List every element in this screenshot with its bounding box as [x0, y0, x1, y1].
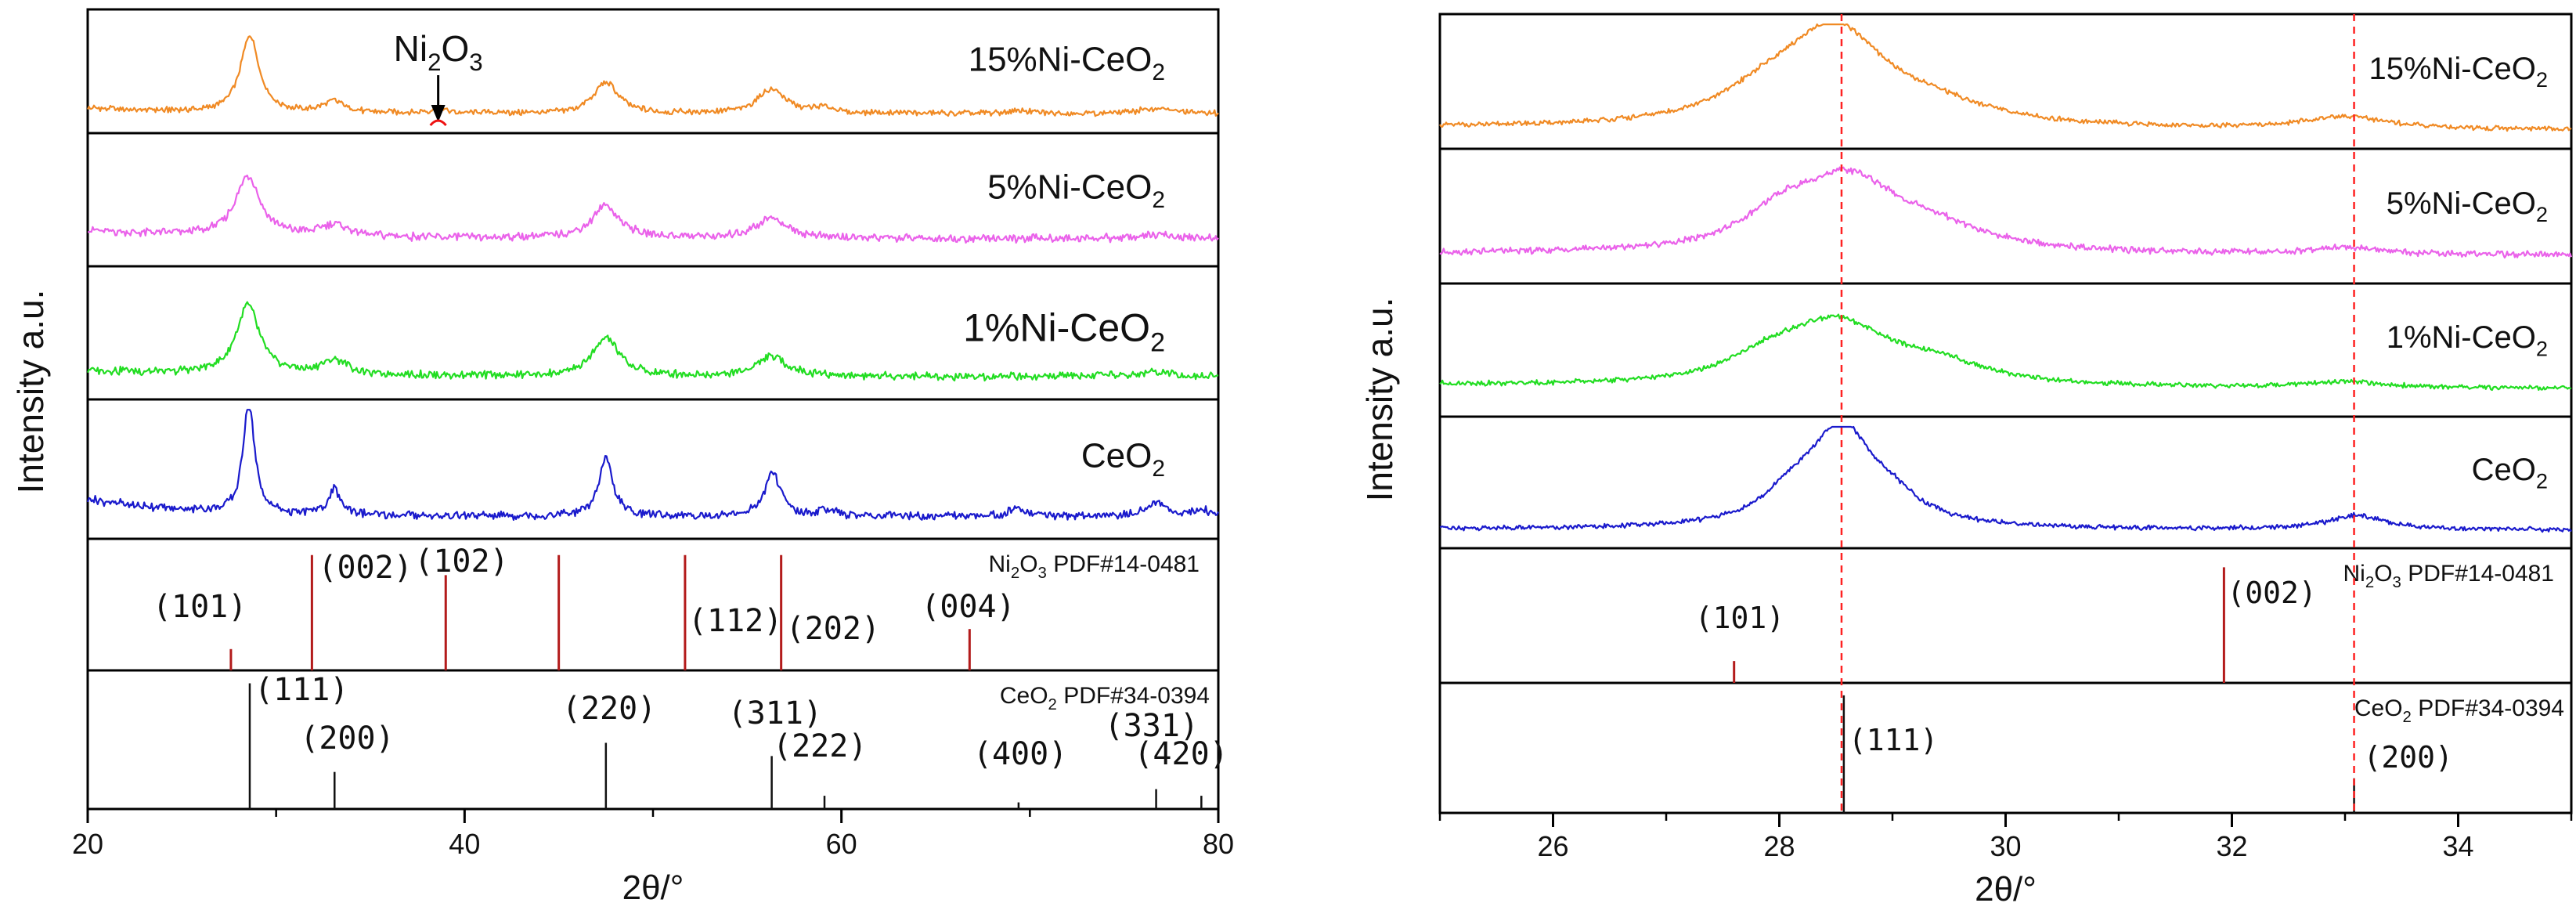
- right-spectrum-p15: [1439, 23, 2572, 132]
- left-series-label-ceo2: CeO2: [1081, 437, 1165, 482]
- left-ni2o3-hkl-label: (101): [153, 589, 247, 625]
- left-ceo2-hkl-label: (331): [1105, 708, 1199, 744]
- left-ceo2-hkl-label: (111): [254, 672, 348, 708]
- left-ni2o3-hkl-label: (002): [318, 550, 412, 586]
- right-tick-label: 34: [2442, 830, 2473, 862]
- right-tick-label: 30: [1990, 830, 2021, 862]
- left-tick-label: 40: [449, 828, 480, 860]
- ni2o3-annotation-label: Ni2O3: [394, 28, 483, 76]
- left-ceo2-hkl-label: (222): [773, 728, 867, 764]
- left-spectrum-p15: [86, 35, 1219, 117]
- left-series-label-p1: 1%Ni-CeO2: [963, 305, 1165, 357]
- left-series-label-p5: 5%Ni-CeO2: [987, 168, 1165, 212]
- right-ni2o3-hkl-label: (002): [2227, 576, 2316, 610]
- right-series-label-ceo2: CeO2: [2472, 453, 2548, 493]
- right-ni2o3-ref-label: Ni2O3 PDF#14-0481: [2343, 561, 2555, 591]
- right-spectrum-p1: [1439, 313, 2572, 392]
- right-ni2o3-hkl-label: (101): [1695, 601, 1784, 635]
- right-tick-label: 32: [2216, 830, 2247, 862]
- left-tick-label: 20: [72, 828, 103, 860]
- left-ni2o3-hkl-label: (004): [921, 589, 1015, 625]
- right-series-label-p1: 1%Ni-CeO2: [2387, 320, 2548, 360]
- left-ceo2-ref-label: CeO2 PDF#34-0394: [1000, 683, 1210, 713]
- right-spectrum-p5: [1439, 166, 2573, 259]
- right-tick-label: 28: [1763, 830, 1795, 862]
- left-ceo2-hkl-label: (420): [1134, 736, 1228, 772]
- right-spectrum-ceo2: [1439, 425, 2572, 533]
- left-ceo2-hkl-label: (400): [973, 736, 1067, 772]
- right-y-axis-title: Intensity a.u.: [1359, 298, 1400, 502]
- left-ni2o3-hkl-label: (112): [688, 603, 782, 639]
- left-ceo2-hkl-label: (200): [300, 721, 394, 757]
- ni2o3-annotation-arrowhead: [431, 105, 446, 122]
- left-ni2o3-ref-label: Ni2O3 PDF#14-0481: [989, 551, 1200, 582]
- left-spectrum-p1: [86, 301, 1219, 382]
- left-spectrum-ceo2: [86, 409, 1220, 521]
- left-ni2o3-hkl-label: (102): [414, 544, 508, 580]
- right-ceo2-hkl-label: (111): [1849, 723, 1938, 757]
- right-tick-label: 26: [1537, 830, 1568, 862]
- right-ceo2-hkl-label: (200): [2364, 740, 2453, 775]
- left-ceo2-hkl-label: (311): [728, 695, 822, 731]
- left-spectrum-p5: [88, 175, 1219, 244]
- left-series-label-p15: 15%Ni-CeO2: [969, 41, 1165, 85]
- left-ceo2-hkl-label: (220): [562, 691, 656, 727]
- right-plot-frame: [1438, 13, 2573, 814]
- left-y-axis-title: Intensity a.u.: [10, 290, 51, 494]
- right-x-axis-title: 2θ/°: [1975, 870, 2037, 908]
- ni2o3-peak-marker: [429, 119, 447, 127]
- right-series-label-p5: 5%Ni-CeO2: [2387, 186, 2548, 226]
- left-tick-label: 60: [826, 828, 857, 860]
- left-ni2o3-hkl-label: (202): [786, 611, 880, 647]
- right-ceo2-ref-label: CeO2 PDF#34-0394: [2354, 695, 2564, 726]
- right-series-label-p15: 15%Ni-CeO2: [2369, 52, 2548, 92]
- left-tick-label: 80: [1203, 828, 1234, 860]
- left-x-axis-title: 2θ/°: [622, 869, 684, 907]
